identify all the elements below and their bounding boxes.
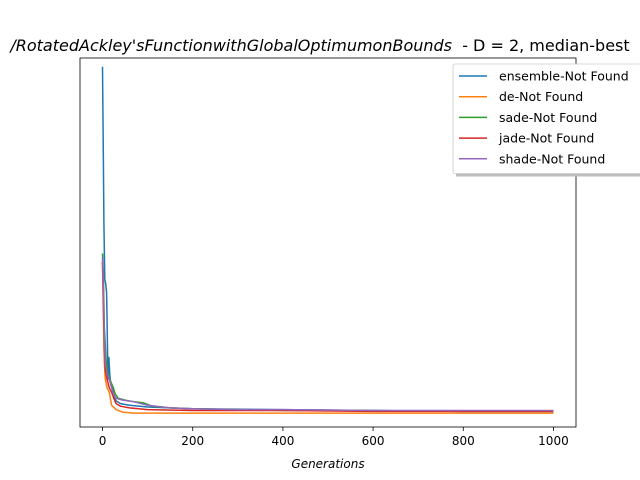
legend-label: jade-Not Found: [498, 131, 594, 146]
series-line-jade: [101, 261, 554, 413]
x-axis-ticks: 0 200 400 600 800 1000: [99, 427, 569, 448]
x-tick-label: 1000: [538, 434, 569, 448]
series-line-sade: [101, 253, 554, 413]
legend: ensemble-Not Found de-Not Found sade-Not F…: [452, 63, 640, 177]
plot-frame: [79, 57, 577, 428]
chart-title-math: /RotatedAckley'sFunctionwithGlobalOptimu…: [8, 36, 452, 55]
legend-label: sade-Not Found: [499, 110, 597, 125]
x-tick-label: 800: [452, 434, 475, 448]
svg-text:/RotatedAckley'sFunctionwithGl: /RotatedAckley'sFunctionwithGlobalOptimu…: [8, 36, 629, 55]
chart-title-rest: - D = 2, median-best: [452, 36, 630, 55]
x-tick-label: 600: [362, 434, 385, 448]
series-layer: [101, 66, 554, 414]
x-tick-label: 400: [271, 434, 294, 448]
series-line-shade: [101, 257, 554, 412]
chart-title: /RotatedAckley'sFunctionwithGlobalOptimu…: [8, 36, 629, 55]
x-tick-label: 200: [181, 434, 204, 448]
legend-box: [452, 63, 640, 174]
series-line-de: [101, 261, 554, 414]
x-tick-label: 0: [99, 434, 107, 448]
legend-label: de-Not Found: [499, 89, 583, 104]
legend-label: shade-Not Found: [499, 151, 605, 166]
x-axis-label: Generations: [291, 457, 364, 471]
legend-label: ensemble-Not Found: [499, 69, 629, 84]
